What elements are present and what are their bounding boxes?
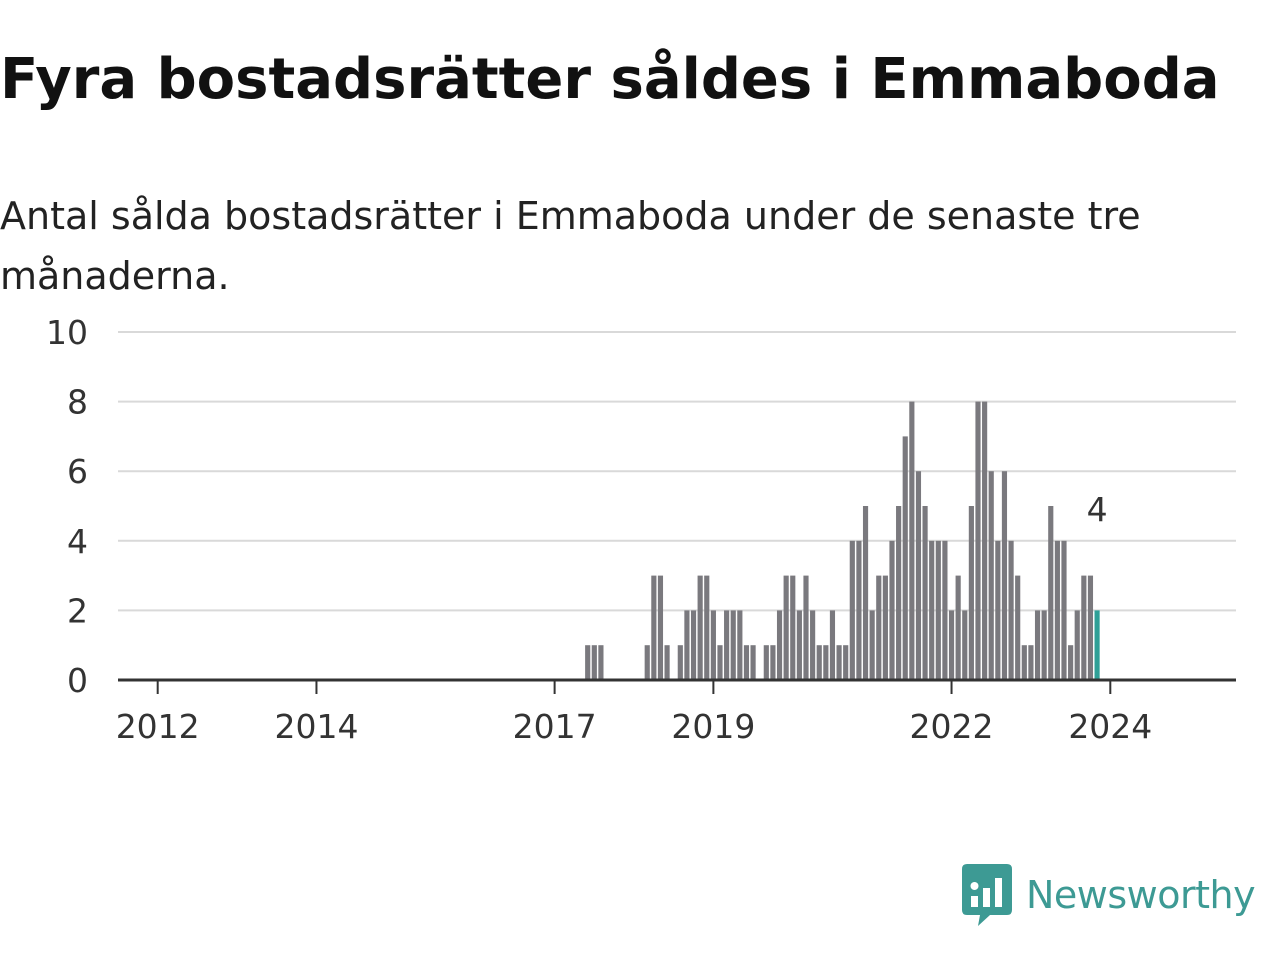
bar-highlight [1094, 610, 1100, 680]
bar [962, 610, 968, 680]
bar [704, 575, 710, 680]
x-tick-label: 2014 [274, 707, 358, 746]
bar [922, 506, 928, 680]
y-tick-label: 4 [67, 522, 88, 561]
bar [1041, 610, 1047, 680]
bar [810, 610, 816, 680]
bar [909, 401, 915, 680]
bar [1074, 610, 1080, 680]
bar [1054, 540, 1060, 680]
bar [849, 540, 855, 680]
grid-lines [118, 331, 1236, 612]
bar [684, 610, 690, 680]
bar [988, 471, 994, 680]
x-tick-label: 2017 [513, 707, 597, 746]
bar [889, 540, 895, 680]
bar [902, 436, 908, 680]
bar [690, 610, 697, 680]
bar [1021, 645, 1027, 680]
brand-name: Newsworthy [1026, 873, 1256, 917]
x-tick-label: 2022 [910, 707, 994, 746]
bar [1068, 645, 1074, 680]
x-tick-label: 2019 [671, 707, 755, 746]
bar [783, 575, 789, 680]
bar [1034, 610, 1041, 680]
bar [829, 610, 836, 680]
bar [763, 645, 769, 680]
bar [929, 540, 935, 680]
bar [598, 645, 604, 680]
bar [1001, 471, 1008, 680]
chart-subtitle: Antal sålda bostadsrätter i Emmaboda und… [0, 194, 1141, 298]
bar [1048, 506, 1054, 680]
y-tick-label: 0 [67, 661, 88, 700]
bar [862, 506, 869, 680]
bar [717, 645, 723, 680]
highlight-data-label: 4 [1087, 490, 1108, 529]
bar [975, 401, 981, 680]
bar [982, 401, 988, 680]
bar [657, 575, 664, 680]
bar [591, 645, 597, 680]
newsworthy-logo-icon [962, 864, 1012, 926]
bar [896, 506, 902, 680]
data-labels: 4 [1083, 486, 1112, 533]
bar [644, 645, 650, 680]
bar [737, 610, 743, 680]
bar [1087, 575, 1094, 680]
bar-chart: 0 2 4 6 8 10 2012 2014 2017 2019 2022 2024 4 [46, 313, 1236, 746]
bar [968, 506, 974, 680]
bar [1015, 575, 1021, 680]
bar [1081, 575, 1087, 680]
bar [876, 575, 882, 680]
bar [585, 645, 591, 680]
bar [776, 610, 783, 680]
bar [743, 645, 750, 680]
bar [750, 645, 756, 680]
bar [882, 575, 888, 680]
bar [796, 610, 802, 680]
bar [790, 575, 796, 680]
y-axis: 0 2 4 6 8 10 [46, 313, 88, 700]
bar [770, 645, 776, 680]
bar [664, 645, 670, 680]
bar [803, 575, 809, 680]
bar [869, 610, 875, 680]
y-tick-label: 6 [67, 452, 88, 491]
bar [697, 575, 703, 680]
bar [724, 610, 730, 680]
bar [677, 645, 683, 680]
bar [948, 610, 955, 680]
y-tick-label: 2 [67, 591, 88, 630]
brand: Newsworthy [962, 862, 1256, 928]
bar [651, 575, 657, 680]
bar [816, 645, 822, 680]
bar [935, 540, 941, 680]
bar [836, 645, 842, 680]
bar [823, 645, 829, 680]
y-tick-label: 8 [67, 383, 88, 422]
bar [1061, 540, 1067, 680]
bar [1008, 540, 1014, 680]
bar [730, 610, 736, 680]
bar [856, 540, 862, 680]
bars [585, 401, 1100, 680]
bar [995, 540, 1001, 680]
bar [915, 471, 922, 680]
x-tick-label: 2024 [1068, 707, 1152, 746]
bar [955, 575, 961, 680]
bar [1028, 645, 1034, 680]
x-axis: 2012 2014 2017 2019 2022 2024 [116, 678, 1236, 746]
bar [942, 540, 948, 680]
x-tick-label: 2012 [116, 707, 200, 746]
bar [710, 610, 716, 680]
y-tick-label: 10 [46, 313, 88, 352]
chart-title: Fyra bostadsrätter såldes i Emmaboda [0, 47, 1220, 112]
bar [843, 645, 849, 680]
